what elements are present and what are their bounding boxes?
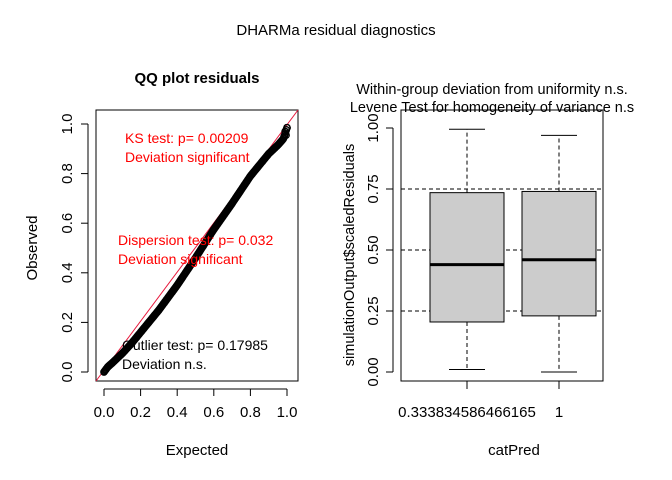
qq-point bbox=[280, 132, 289, 141]
qq-x-tick-label: 1.0 bbox=[277, 404, 298, 421]
qq-plot-panel: QQ plot residuals 0.0 0.2 0.4 0.6 0.8 1.0 0.0… bbox=[24, 70, 299, 459]
boxplot-boxes bbox=[429, 128, 597, 373]
qq-points bbox=[100, 123, 291, 376]
qq-y-tick-label: 0.4 bbox=[59, 262, 76, 283]
qq-y-axis: 0.0 0.2 0.4 0.6 0.8 1.0 bbox=[59, 114, 89, 383]
boxplot-y-tick-label: 0.25 bbox=[365, 296, 382, 325]
box-iqr bbox=[521, 190, 597, 317]
qq-plot-title: QQ plot residuals bbox=[134, 70, 259, 87]
qq-y-tick-label: 0.6 bbox=[59, 213, 76, 234]
qq-x-tick-label: 0.2 bbox=[130, 404, 151, 421]
qq-x-tick-label: 0.6 bbox=[203, 404, 224, 421]
boxplot-title-line2: Levene Test for homogeneity of variance … bbox=[350, 100, 634, 116]
outlier-test-line1: Outlier test: p= 0.17985 bbox=[122, 337, 268, 353]
boxplot-y-tick-label: 0.75 bbox=[365, 174, 382, 203]
qq-point bbox=[282, 131, 290, 140]
qq-x-axis-label: Expected bbox=[166, 442, 229, 459]
ks-test-annotation: KS test: p= 0.00209 Deviation significan… bbox=[125, 130, 250, 165]
qq-y-tick-label: 0.8 bbox=[59, 163, 76, 184]
boxplot-x-axis-label: catPred bbox=[488, 442, 540, 459]
ks-test-line1: KS test: p= 0.00209 bbox=[125, 130, 249, 146]
dispersion-test-line1: Dispersion test: p= 0.032 bbox=[118, 232, 273, 248]
ks-test-line2: Deviation significant bbox=[125, 149, 250, 165]
qq-x-axis: 0.0 0.2 0.4 0.6 0.8 1.0 bbox=[94, 388, 298, 421]
outlier-test-annotation: Outlier test: p= 0.17985 Deviation n.s. bbox=[122, 337, 268, 372]
qq-y-tick-label: 0.2 bbox=[59, 312, 76, 333]
boxplot-title-line1: Within-group deviation from uniformity n… bbox=[356, 82, 628, 98]
boxplot-x-tick-label: 0.333834586466165 bbox=[398, 404, 536, 421]
qq-plot-frame bbox=[95, 109, 299, 382]
dispersion-test-annotation: Dispersion test: p= 0.032 Deviation sign… bbox=[118, 232, 273, 267]
dispersion-test-line2: Deviation significant bbox=[118, 251, 243, 267]
qq-point bbox=[283, 123, 291, 132]
boxplot-x-tick-label: 1 bbox=[555, 404, 563, 421]
qq-x-tick-label: 0.0 bbox=[94, 404, 115, 421]
qq-y-tick-label: 1.0 bbox=[59, 114, 76, 135]
qq-point bbox=[281, 127, 290, 136]
boxplot-panel: Within-group deviation from uniformity n… bbox=[342, 82, 634, 459]
qq-y-tick-label: 0.0 bbox=[59, 362, 76, 383]
qq-y-axis-label: Observed bbox=[24, 215, 41, 280]
qq-x-tick-label: 0.4 bbox=[167, 404, 188, 421]
box-group bbox=[429, 128, 505, 371]
boxplot-y-axis: 0.00 0.25 0.50 0.75 1.00 bbox=[365, 113, 394, 387]
boxplot-y-axis-label: simulationOutput$scaledResiduals bbox=[342, 144, 358, 366]
boxplot-y-tick-label: 0.00 bbox=[365, 357, 382, 386]
boxplot-x-axis: 0.333834586466165 1 bbox=[398, 380, 563, 421]
boxplot-y-tick-label: 0.50 bbox=[365, 235, 382, 264]
outlier-test-line2: Deviation n.s. bbox=[122, 356, 207, 372]
qq-x-tick-label: 0.8 bbox=[240, 404, 261, 421]
box-iqr bbox=[429, 192, 505, 323]
boxplot-y-tick-label: 1.00 bbox=[365, 113, 382, 142]
box-group bbox=[521, 134, 597, 373]
main-title: DHARMa residual diagnostics bbox=[236, 22, 435, 39]
